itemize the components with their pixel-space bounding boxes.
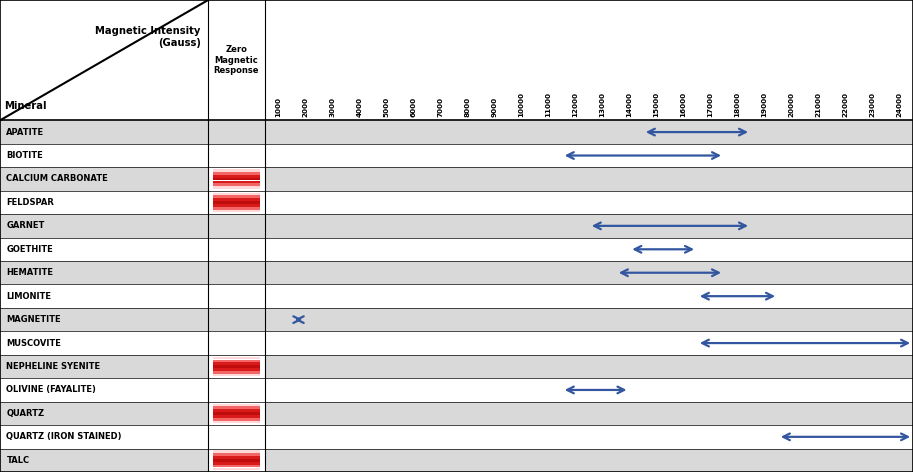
Bar bbox=[213, 177, 260, 180]
Bar bbox=[0, 120, 913, 144]
Bar bbox=[213, 172, 260, 175]
Bar bbox=[213, 365, 260, 368]
Bar bbox=[0, 355, 913, 378]
Bar bbox=[213, 415, 260, 418]
Bar bbox=[0, 378, 913, 402]
Bar bbox=[213, 465, 260, 467]
Text: 3000: 3000 bbox=[330, 97, 335, 117]
Text: 6000: 6000 bbox=[410, 96, 416, 117]
Bar bbox=[208, 355, 265, 378]
Text: TALC: TALC bbox=[6, 456, 29, 465]
Bar bbox=[213, 459, 260, 462]
Bar bbox=[0, 308, 913, 331]
Bar bbox=[213, 468, 260, 470]
Bar bbox=[0, 331, 913, 355]
Text: 14000: 14000 bbox=[626, 92, 633, 117]
Bar bbox=[213, 184, 260, 186]
Bar bbox=[213, 360, 260, 362]
Text: LIMONITE: LIMONITE bbox=[6, 292, 51, 301]
Text: Zero
Magnetic
Response: Zero Magnetic Response bbox=[214, 45, 259, 75]
Bar bbox=[213, 175, 260, 177]
Text: 9000: 9000 bbox=[491, 96, 498, 117]
Bar bbox=[0, 425, 913, 448]
Bar bbox=[213, 374, 260, 377]
Bar bbox=[213, 210, 260, 212]
Bar bbox=[0, 237, 913, 261]
Text: GARNET: GARNET bbox=[6, 221, 45, 230]
Bar bbox=[213, 404, 260, 406]
Text: APATITE: APATITE bbox=[6, 127, 45, 136]
Text: 10000: 10000 bbox=[519, 92, 524, 117]
Text: 15000: 15000 bbox=[654, 92, 659, 117]
Text: 18000: 18000 bbox=[734, 92, 740, 117]
Bar bbox=[208, 448, 265, 472]
Text: Magnetic Intensity
(Gauss): Magnetic Intensity (Gauss) bbox=[96, 26, 201, 48]
Text: 17000: 17000 bbox=[708, 92, 713, 117]
Bar bbox=[208, 167, 265, 191]
Bar bbox=[213, 198, 260, 201]
Text: MUSCOVITE: MUSCOVITE bbox=[6, 338, 61, 347]
Bar bbox=[213, 421, 260, 423]
Text: OLIVINE (FAYALITE): OLIVINE (FAYALITE) bbox=[6, 386, 96, 395]
Text: 4000: 4000 bbox=[356, 97, 362, 117]
Bar bbox=[0, 0, 913, 120]
Text: 19000: 19000 bbox=[761, 92, 768, 117]
Bar bbox=[213, 409, 260, 412]
Bar bbox=[208, 191, 265, 214]
Text: CALCIUM CARBONATE: CALCIUM CARBONATE bbox=[6, 175, 108, 184]
Text: 11000: 11000 bbox=[545, 92, 551, 117]
Text: 7000: 7000 bbox=[437, 97, 444, 117]
Bar bbox=[213, 180, 260, 183]
Bar bbox=[208, 402, 265, 425]
Text: 1000: 1000 bbox=[276, 97, 281, 117]
Text: QUARTZ (IRON STAINED): QUARTZ (IRON STAINED) bbox=[6, 432, 122, 441]
Bar bbox=[0, 402, 913, 425]
Bar bbox=[0, 144, 913, 167]
Bar bbox=[213, 371, 260, 374]
Bar bbox=[213, 453, 260, 456]
Bar bbox=[213, 362, 260, 365]
Text: 12000: 12000 bbox=[572, 92, 578, 117]
Text: 16000: 16000 bbox=[680, 92, 687, 117]
Bar bbox=[0, 285, 913, 308]
Bar bbox=[213, 186, 260, 189]
Text: 13000: 13000 bbox=[600, 92, 605, 117]
Bar bbox=[213, 169, 260, 172]
Bar bbox=[0, 448, 913, 472]
Bar bbox=[0, 214, 913, 237]
Bar bbox=[0, 191, 913, 214]
Bar bbox=[213, 450, 260, 453]
Text: 23000: 23000 bbox=[869, 92, 876, 117]
Bar bbox=[213, 368, 260, 371]
Text: 21000: 21000 bbox=[815, 92, 822, 117]
Text: GOETHITE: GOETHITE bbox=[6, 245, 53, 254]
Text: 8000: 8000 bbox=[465, 96, 470, 117]
Text: 24000: 24000 bbox=[897, 92, 902, 117]
Text: 22000: 22000 bbox=[843, 92, 848, 117]
Text: BIOTITE: BIOTITE bbox=[6, 151, 43, 160]
Text: 5000: 5000 bbox=[383, 96, 389, 117]
Bar bbox=[0, 167, 913, 191]
Bar bbox=[0, 261, 913, 285]
Bar bbox=[213, 418, 260, 421]
Bar bbox=[213, 201, 260, 204]
Text: NEPHELINE SYENITE: NEPHELINE SYENITE bbox=[6, 362, 100, 371]
Bar bbox=[213, 456, 260, 459]
Text: MAGNETITE: MAGNETITE bbox=[6, 315, 61, 324]
Bar bbox=[213, 357, 260, 359]
Bar bbox=[213, 406, 260, 409]
Text: Mineral: Mineral bbox=[5, 101, 47, 111]
Bar bbox=[213, 412, 260, 415]
Text: FELDSPAR: FELDSPAR bbox=[6, 198, 54, 207]
Text: 2000: 2000 bbox=[302, 97, 309, 117]
Bar bbox=[213, 462, 260, 464]
Text: QUARTZ: QUARTZ bbox=[6, 409, 45, 418]
Bar bbox=[213, 193, 260, 195]
Bar bbox=[213, 207, 260, 210]
Text: HEMATITE: HEMATITE bbox=[6, 268, 53, 277]
Bar bbox=[213, 204, 260, 207]
Text: 20000: 20000 bbox=[789, 92, 794, 117]
Bar bbox=[213, 195, 260, 198]
